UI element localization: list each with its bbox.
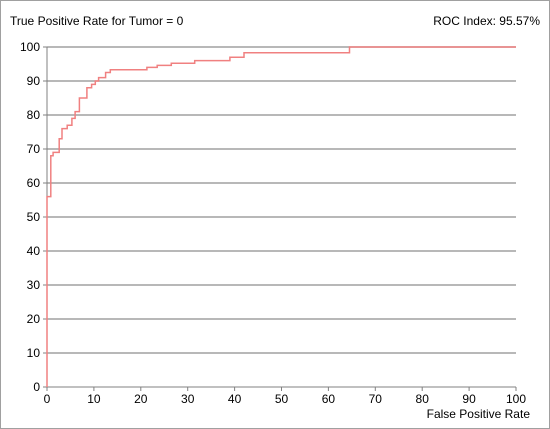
- y-tick-label-80: 80: [27, 108, 41, 122]
- y-axis-title: True Positive Rate for Tumor = 0: [10, 14, 184, 28]
- x-tick-label-0: 0: [44, 392, 51, 406]
- x-tick-label-100: 100: [506, 392, 526, 406]
- x-tick-label-80: 80: [416, 392, 430, 406]
- y-tick-label-90: 90: [27, 74, 41, 88]
- x-tick-label-40: 40: [228, 392, 242, 406]
- roc-index-label: ROC Index: 95.57%: [433, 14, 540, 28]
- y-tick-label-70: 70: [27, 142, 41, 156]
- y-tick-label-100: 100: [20, 40, 40, 54]
- x-tick-label-70: 70: [369, 392, 383, 406]
- y-tick-label-40: 40: [27, 244, 41, 258]
- y-tick-label-20: 20: [27, 312, 41, 326]
- y-tick-label-50: 50: [27, 210, 41, 224]
- y-tick-label-0: 0: [33, 380, 40, 394]
- y-tick-label-30: 30: [27, 278, 41, 292]
- x-tick-label-20: 20: [134, 392, 148, 406]
- roc-curve-line: [46, 46, 516, 387]
- x-tick-label-50: 50: [275, 392, 289, 406]
- x-tick-label-30: 30: [181, 392, 195, 406]
- x-axis-title: False Positive Rate: [426, 407, 530, 421]
- y-tick-label-10: 10: [27, 346, 41, 360]
- x-tick-label-10: 10: [87, 392, 101, 406]
- x-tick-label-90: 90: [462, 392, 476, 406]
- x-tick-label-60: 60: [322, 392, 336, 406]
- y-tick-label-60: 60: [27, 176, 41, 190]
